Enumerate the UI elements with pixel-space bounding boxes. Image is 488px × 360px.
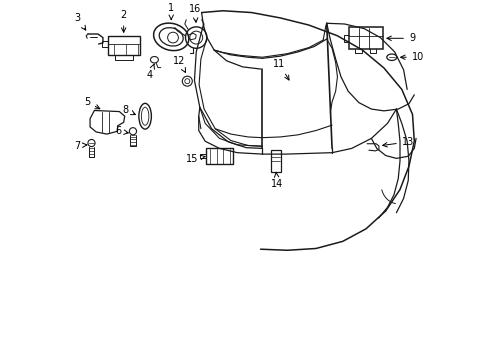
Text: 8: 8 <box>122 105 135 115</box>
Text: 12: 12 <box>173 56 185 72</box>
Text: 10: 10 <box>400 52 423 62</box>
Text: 1: 1 <box>168 3 174 19</box>
Text: 2: 2 <box>121 10 126 32</box>
Text: 14: 14 <box>271 173 283 189</box>
Text: 6: 6 <box>115 126 128 136</box>
Text: 11: 11 <box>273 59 288 80</box>
Text: 3: 3 <box>75 13 85 30</box>
Text: 5: 5 <box>83 97 100 109</box>
Text: 16: 16 <box>189 4 201 22</box>
Text: 9: 9 <box>386 33 414 43</box>
Text: 13: 13 <box>382 137 413 147</box>
Text: 7: 7 <box>74 140 87 150</box>
Text: 4: 4 <box>146 64 154 80</box>
Text: 15: 15 <box>186 154 204 164</box>
